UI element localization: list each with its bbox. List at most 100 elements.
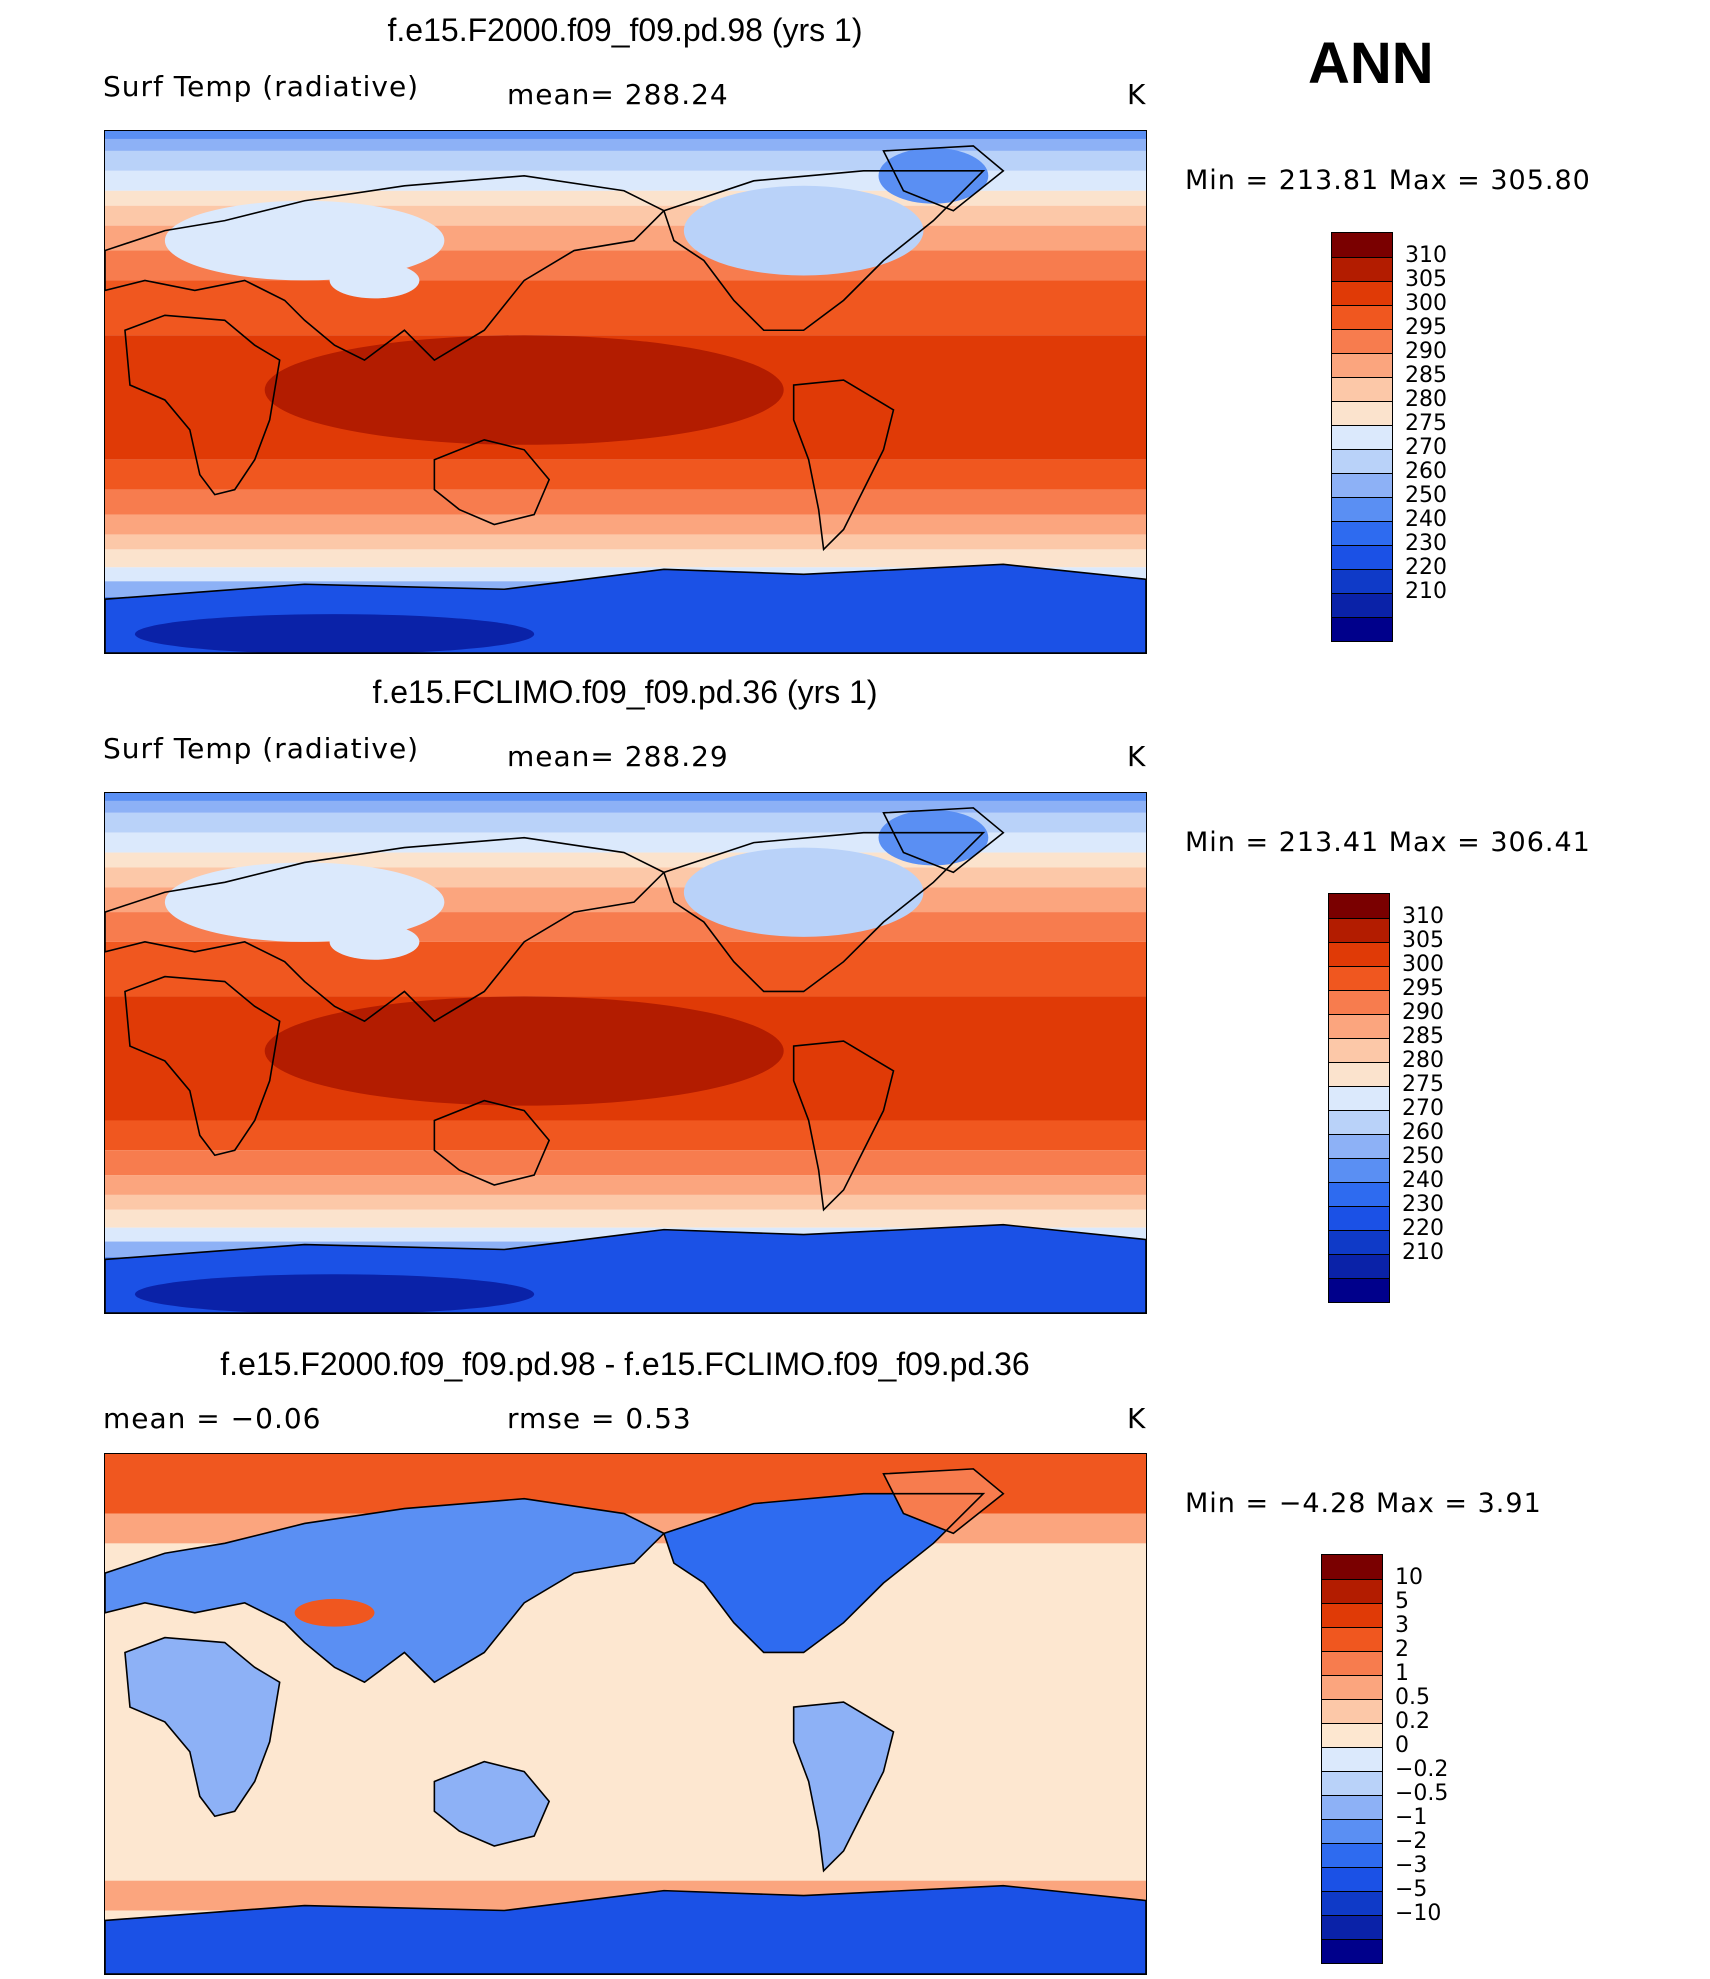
variable-label: Surf Temp (radiative): [103, 732, 420, 765]
min-max-label: Min = 213.41 Max = 306.41: [1185, 827, 1591, 858]
colorbar-swatch: [1322, 1555, 1382, 1579]
colorbar-swatch: [1332, 425, 1392, 449]
colorbar-swatch: [1322, 1747, 1382, 1771]
colorbar-level-label: 310: [1402, 904, 1444, 929]
colorbar-level-label: 300: [1402, 952, 1444, 977]
colorbar-swatch: [1332, 233, 1392, 257]
panel-title: f.e15.F2000.f09_f09.pd.98 (yrs 1): [387, 12, 863, 48]
colorbar-level-label: 305: [1405, 267, 1447, 292]
colorbar-level-label: 240: [1405, 507, 1447, 532]
colorbar-level-label: −1: [1395, 1805, 1428, 1830]
colorbar-swatch: [1329, 966, 1389, 990]
colorbar-swatch: [1322, 1939, 1382, 1963]
colorbar-level-label: 210: [1402, 1240, 1444, 1265]
colorbar-swatch: [1329, 1206, 1389, 1230]
temperature-map-field: [105, 131, 1146, 653]
colorbar-swatch: [1322, 1627, 1382, 1651]
colorbar-swatch: [1322, 1867, 1382, 1891]
temperature-map: [104, 130, 1147, 654]
colorbar-swatch: [1332, 617, 1392, 641]
colorbar-swatch: [1332, 521, 1392, 545]
colorbar-level-label: 280: [1402, 1048, 1444, 1073]
colorbar-swatch: [1322, 1651, 1382, 1675]
colorbar-level-label: 3: [1395, 1613, 1409, 1638]
difference-map: [104, 1453, 1147, 1975]
colorbar-level-label: 275: [1405, 411, 1447, 436]
colorbar-swatch: [1329, 894, 1389, 918]
colorbar-level-label: 260: [1405, 459, 1447, 484]
colorbar-level-label: −0.2: [1395, 1757, 1449, 1782]
colorbar-swatch: [1332, 281, 1392, 305]
colorbar-level-label: −10: [1395, 1901, 1442, 1926]
colorbar-level-label: 220: [1405, 555, 1447, 580]
colorbar: [1321, 1554, 1383, 1964]
colorbar-swatch: [1329, 1182, 1389, 1206]
colorbar-swatch: [1332, 545, 1392, 569]
colorbar-swatch: [1332, 329, 1392, 353]
colorbar-level-label: 275: [1402, 1072, 1444, 1097]
colorbar-swatch: [1322, 1843, 1382, 1867]
difference-map-field: [105, 1454, 1146, 1974]
colorbar-level-label: 0.5: [1395, 1685, 1430, 1710]
colorbar-swatch: [1332, 473, 1392, 497]
colorbar-level-label: 2: [1395, 1637, 1409, 1662]
mean-label: mean = −0.06: [103, 1402, 322, 1435]
colorbar-swatch: [1329, 1230, 1389, 1254]
panel-title: f.e15.FCLIMO.f09_f09.pd.36 (yrs 1): [372, 674, 878, 710]
colorbar-level-label: −2: [1395, 1829, 1428, 1854]
colorbar-level-label: 305: [1402, 928, 1444, 953]
colorbar: [1331, 232, 1393, 642]
colorbar-swatch: [1329, 1278, 1389, 1302]
colorbar-swatch: [1329, 1110, 1389, 1134]
colorbar-level-label: 0.2: [1395, 1709, 1430, 1734]
colorbar-swatch: [1329, 1158, 1389, 1182]
colorbar-level-label: 0: [1395, 1733, 1409, 1758]
colorbar-swatch: [1329, 1254, 1389, 1278]
temperature-map: [104, 792, 1147, 1314]
colorbar-swatch: [1329, 1014, 1389, 1038]
colorbar-swatch: [1329, 942, 1389, 966]
colorbar-level-label: −0.5: [1395, 1781, 1449, 1806]
colorbar-swatch: [1332, 353, 1392, 377]
colorbar-swatch: [1329, 990, 1389, 1014]
colorbar-level-label: 290: [1405, 339, 1447, 364]
colorbar-level-label: 295: [1402, 976, 1444, 1001]
min-max-label: Min = −4.28 Max = 3.91: [1185, 1488, 1542, 1519]
rmse-label: rmse = 0.53: [507, 1402, 692, 1435]
colorbar-swatch: [1322, 1915, 1382, 1939]
colorbar-level-label: 5: [1395, 1589, 1409, 1614]
colorbar-level-label: 240: [1402, 1168, 1444, 1193]
colorbar-level-label: 10: [1395, 1565, 1423, 1590]
colorbar-swatch: [1332, 401, 1392, 425]
colorbar-swatch: [1329, 1062, 1389, 1086]
colorbar-swatch: [1322, 1699, 1382, 1723]
temperature-map-field: [105, 793, 1146, 1313]
colorbar-swatch: [1322, 1795, 1382, 1819]
colorbar-swatch: [1329, 918, 1389, 942]
mean-label: mean= 288.29: [507, 740, 729, 773]
colorbar-level-label: 250: [1402, 1144, 1444, 1169]
colorbar-swatch: [1322, 1891, 1382, 1915]
colorbar-swatch: [1322, 1771, 1382, 1795]
colorbar-swatch: [1329, 1086, 1389, 1110]
colorbar-level-label: 230: [1405, 531, 1447, 556]
colorbar-level-label: 285: [1405, 363, 1447, 388]
colorbar-swatch: [1322, 1675, 1382, 1699]
colorbar-level-label: 285: [1402, 1024, 1444, 1049]
colorbar-swatch: [1329, 1134, 1389, 1158]
colorbar-swatch: [1322, 1603, 1382, 1627]
colorbar-level-label: 250: [1405, 483, 1447, 508]
colorbar-level-label: 270: [1402, 1096, 1444, 1121]
colorbar-swatch: [1332, 497, 1392, 521]
colorbar-level-label: 280: [1405, 387, 1447, 412]
colorbar-swatch: [1332, 449, 1392, 473]
colorbar-swatch: [1332, 377, 1392, 401]
colorbar-level-label: −5: [1395, 1877, 1428, 1902]
colorbar-level-label: 300: [1405, 291, 1447, 316]
colorbar-swatch: [1322, 1723, 1382, 1747]
units-label: K: [1127, 740, 1147, 773]
colorbar-level-label: 295: [1405, 315, 1447, 340]
variable-label: Surf Temp (radiative): [103, 70, 420, 103]
units-label: K: [1127, 1402, 1147, 1435]
colorbar-level-label: 1: [1395, 1661, 1409, 1686]
